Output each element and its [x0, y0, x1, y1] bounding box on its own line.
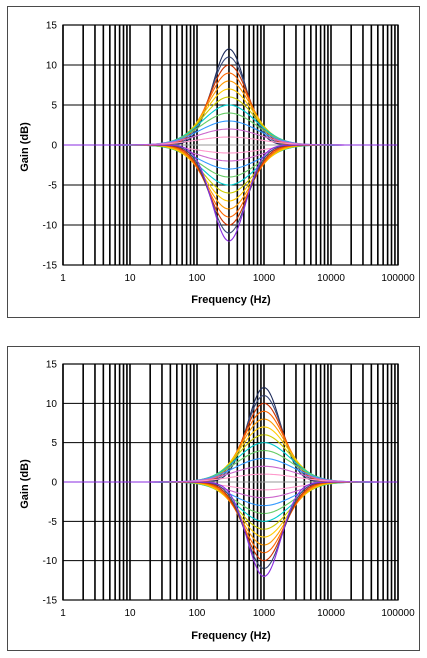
response-curves — [63, 387, 398, 577]
y-tick-label: -5 — [48, 181, 57, 192]
x-tick-label: 100000 — [381, 273, 415, 284]
y-tick-label: -15 — [43, 596, 58, 607]
response-curves — [63, 48, 398, 242]
x-tick-label: 10000 — [317, 608, 345, 619]
x-axis-title: Frequency (Hz) — [191, 630, 271, 642]
response-curve — [63, 481, 398, 577]
x-tick-label: 1000 — [253, 273, 276, 284]
y-axis-title: Gain (dB) — [19, 122, 31, 172]
y-tick-label: -5 — [48, 517, 57, 528]
x-tick-label: 1000 — [253, 608, 276, 619]
x-tick-label: 10 — [124, 608, 136, 619]
eq-response-chart-top: Gain (dB) Frequency (Hz) 151050-5-10-151… — [19, 21, 415, 307]
eq-chart-panel-top: Gain (dB) Frequency (Hz) 15 10 5 0 -5 -10 -15 1… — [7, 6, 420, 318]
x-tick-label: 1 — [60, 608, 66, 619]
x-axis-title: Frequency (Hz) — [191, 294, 271, 306]
y-tick-label: 15 — [46, 360, 58, 371]
y-tick-label: -10 — [43, 221, 58, 232]
y-tick-label: 5 — [51, 101, 57, 112]
y-axis-title: Gain (dB) — [19, 459, 31, 509]
y-tick-label: 0 — [51, 141, 57, 152]
x-tick-label: 100 — [189, 608, 206, 619]
x-tick-label: 1 — [60, 273, 66, 284]
y-tick-label: -15 — [43, 261, 58, 272]
y-tick-label: 0 — [51, 478, 57, 489]
y-tick-label: 10 — [46, 399, 58, 410]
x-tick-label: 100 — [189, 273, 206, 284]
x-tick-label: 10 — [124, 273, 136, 284]
y-tick-label: -10 — [43, 556, 58, 567]
y-tick-label: 15 — [46, 21, 58, 32]
eq-chart-panel-bottom: Gain (dB) Frequency (Hz) 15 10 5 0 -5 -10 -15 1… — [7, 346, 420, 651]
x-tick-label: 10000 — [317, 273, 345, 284]
eq-response-chart-bottom: Gain (dB) Frequency (Hz) 151050-5-10-151… — [19, 360, 415, 643]
y-tick-label: 10 — [46, 61, 58, 72]
y-tick-label: 5 — [51, 438, 57, 449]
x-tick-label: 100000 — [381, 608, 415, 619]
response-curve — [63, 144, 398, 242]
plot-border — [62, 24, 399, 266]
plot-border — [62, 363, 399, 601]
